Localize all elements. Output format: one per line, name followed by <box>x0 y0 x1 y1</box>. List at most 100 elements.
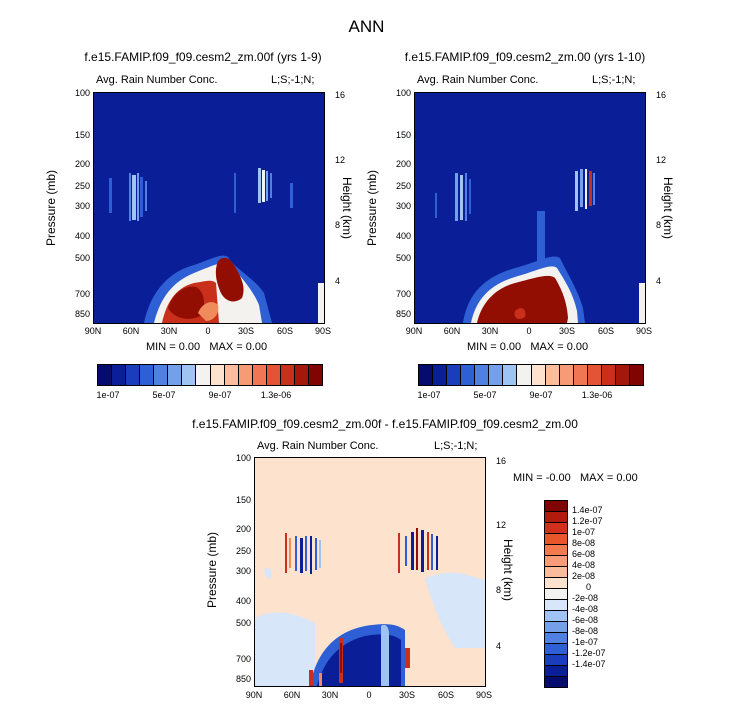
panel2-cbar-label: 9e-07 <box>529 390 553 400</box>
panel1-ptick: 150 <box>74 130 90 140</box>
panel2-ptick: 200 <box>395 159 411 169</box>
panel3-ptick: 700 <box>235 654 251 664</box>
panel2-lattick: 0 <box>526 326 532 336</box>
colorbar-swatch <box>545 622 567 633</box>
lower-rain-mass <box>144 255 272 323</box>
colorbar-swatch <box>98 365 113 385</box>
panel1-ptick: 500 <box>74 253 90 263</box>
colorbar-swatch <box>168 365 183 385</box>
colorbar-swatch <box>615 365 630 385</box>
panel3-title: f.e15.FAMIP.f09_f09.cesm2_zm.00f - f.e15… <box>192 417 578 431</box>
panel3-ptick: 150 <box>235 495 251 505</box>
panel3-cbar-label: 2e-08 <box>572 571 596 581</box>
panel3-lattick: 30S <box>398 690 415 700</box>
panel3-lattick: 90N <box>245 690 263 700</box>
colorbar-swatch <box>210 365 225 385</box>
colorbar-swatch <box>154 365 169 385</box>
panel3-variable: Avg. Rain Number Conc. <box>257 440 379 452</box>
colorbar-swatch <box>280 365 295 385</box>
colorbar-swatch <box>545 589 567 600</box>
panel2-lattick: 90S <box>635 326 652 336</box>
panel3-ptick: 100 <box>235 453 251 463</box>
panel3-colorbar-labels: 1.4e-07 1.2e-07 1e-07 8e-08 6e-08 4e-08 … <box>572 500 632 686</box>
panel2-htick: 8 <box>656 220 662 230</box>
colorbar-swatch <box>587 365 602 385</box>
colorbar-swatch <box>545 611 567 622</box>
panel1-variable: Avg. Rain Number Conc. <box>96 74 218 86</box>
panel3-ylabel-right: Height (km) <box>501 538 515 601</box>
min-value: 0.00 <box>178 341 201 353</box>
panel2-htick: 12 <box>656 155 667 165</box>
colorbar-swatch <box>545 644 567 655</box>
panel2-ptick: 500 <box>395 253 411 263</box>
panel3-ylabel-left: Pressure (mb) <box>205 532 219 609</box>
panel3-cbar-label: -6e-08 <box>572 615 599 625</box>
panel2-ptick: 100 <box>395 88 411 98</box>
panel3-cbar-label: 4e-08 <box>572 560 596 570</box>
panel3-region: L;S;-1;N; <box>434 440 478 452</box>
panel2-htick: 16 <box>656 90 667 100</box>
colorbar-swatch <box>252 365 267 385</box>
max-label: MAX = <box>209 341 243 353</box>
lower-dipole-region <box>309 624 410 686</box>
panel2-ylabel-left: Pressure (mb) <box>365 170 379 247</box>
panel2-lattick: 90N <box>405 326 423 336</box>
colorbar-swatch <box>545 523 567 534</box>
colorbar-swatch <box>503 365 518 385</box>
colorbar-swatch <box>419 365 434 385</box>
min-value: -0.00 <box>545 472 571 484</box>
panel1-contour-plot <box>93 92 325 324</box>
colorbar-swatch <box>531 365 546 385</box>
panel3-lattick: 90S <box>475 690 492 700</box>
colorbar-swatch <box>224 365 239 385</box>
panel3-cbar-label: 1.4e-07 <box>572 505 603 515</box>
colorbar-swatch <box>545 365 560 385</box>
panel3-cbar-label: -1.2e-07 <box>572 648 606 658</box>
panel1-ptick: 850 <box>74 309 90 319</box>
colorbar-swatch <box>447 365 462 385</box>
colorbar-swatch <box>545 567 567 578</box>
colorbar-swatch <box>112 365 127 385</box>
colorbar-swatch <box>238 365 253 385</box>
panel3-htick: 8 <box>496 585 502 595</box>
colorbar-swatch <box>545 677 567 687</box>
panel1-htick: 4 <box>335 276 341 286</box>
min-label: MIN = <box>467 341 497 353</box>
max-label: MAX = <box>579 472 614 484</box>
colorbar-swatch <box>601 365 616 385</box>
colorbar-swatch <box>461 365 476 385</box>
panel3-colorbar <box>544 500 568 688</box>
panel1-ptick: 250 <box>74 181 90 191</box>
terrain-mask <box>639 283 645 323</box>
panel1-htick: 16 <box>335 90 346 100</box>
panel3-ptick: 400 <box>235 596 251 606</box>
panel1-ptick: 100 <box>74 88 90 98</box>
panel1-lattick: 90S <box>314 326 331 336</box>
panel1-ptick: 200 <box>74 159 90 169</box>
panel2-cbar-label: 1e-07 <box>417 390 441 400</box>
colorbar-swatch <box>545 556 567 567</box>
colorbar-swatch <box>629 365 643 385</box>
panel1-cbar-label: 1.3e-06 <box>260 390 292 400</box>
panel2-lattick: 60N <box>443 326 461 336</box>
min-label: MIN = <box>146 341 176 353</box>
panel1-lattick: 0 <box>205 326 211 336</box>
negative-regions-light <box>255 567 485 686</box>
panel3-contour-plot <box>254 457 486 687</box>
colorbar-swatch <box>308 365 322 385</box>
panel1-ptick: 700 <box>74 289 90 299</box>
panel1-colorbar <box>97 364 323 386</box>
panel2-lattick: 30S <box>558 326 575 336</box>
min-label: MIN = <box>513 472 543 484</box>
panel1-lattick: 30S <box>237 326 254 336</box>
panel3-lattick: 0 <box>366 690 372 700</box>
colorbar-swatch <box>433 365 448 385</box>
panel3-cbar-label: -1.4e-07 <box>572 659 606 669</box>
colorbar-swatch <box>196 365 211 385</box>
panel3-ptick: 300 <box>235 566 251 576</box>
panel2-ptick: 300 <box>395 201 411 211</box>
panel3-ptick: 500 <box>235 618 251 628</box>
panel3-htick: 16 <box>496 456 507 466</box>
panel3-cbar-label: 6e-08 <box>572 549 596 559</box>
panel2-ptick: 150 <box>395 130 411 140</box>
